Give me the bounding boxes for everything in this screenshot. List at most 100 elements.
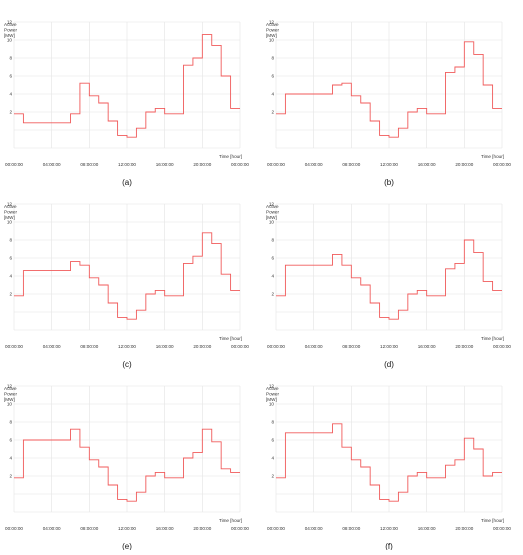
y-tick-label: 10 <box>7 402 13 407</box>
y-axis-label: Active Power [MW] <box>4 22 17 38</box>
x-axis-label: Time [hour] <box>219 336 242 341</box>
y-axis-label-line: [MW] <box>4 215 15 220</box>
x-tick-label: 20:00:00 <box>455 162 473 167</box>
series-line <box>276 423 502 502</box>
y-axis-label-line: [MW] <box>266 33 277 38</box>
y-tick-label: 2 <box>271 292 274 297</box>
panel-label: (e) <box>122 542 132 550</box>
x-tick-label: 16:00:00 <box>156 162 174 167</box>
x-tick-label: 00:00:00 <box>231 526 249 531</box>
x-tick-label: 20:00:00 <box>193 162 211 167</box>
y-tick-label: 8 <box>271 420 274 425</box>
x-tick-label: 00:00:00 <box>5 526 23 531</box>
x-tick-label: 00:00:00 <box>5 344 23 349</box>
y-axis-label-line: [MW] <box>266 215 277 220</box>
chart-panel-a: 2 4 6 8 10 12 00:00:00 04:00:00 08:00:00 12:00:00… <box>4 20 249 188</box>
y-tick-label: 6 <box>9 438 12 443</box>
series-line <box>14 232 240 320</box>
x-tick-label: 00:00:00 <box>231 344 249 349</box>
y-tick-label: 10 <box>269 38 275 43</box>
y-axis-label-line: [MW] <box>266 397 277 402</box>
y-axis-label-line: Active <box>266 22 279 27</box>
x-tick-label: 00:00:00 <box>493 344 511 349</box>
y-axis-label: Active Power [MW] <box>266 386 279 402</box>
x-tick-label: 16:00:00 <box>156 344 174 349</box>
x-tick-label: 12:00:00 <box>118 344 136 349</box>
y-tick-label: 6 <box>271 74 274 79</box>
panel-label: (d) <box>384 360 394 369</box>
x-tick-label: 12:00:00 <box>118 162 136 167</box>
y-tick-label: 6 <box>271 438 274 443</box>
y-tick-label: 8 <box>9 420 12 425</box>
x-tick-label: 12:00:00 <box>118 526 136 531</box>
y-tick-label: 10 <box>7 38 13 43</box>
x-axis-label: Time [hour] <box>481 518 504 523</box>
y-tick-label: 12 <box>7 384 13 389</box>
x-tick-label: 04:00:00 <box>305 344 323 349</box>
y-tick-label: 12 <box>7 20 13 25</box>
y-tick-label: 12 <box>269 384 275 389</box>
x-tick-label: 04:00:00 <box>43 162 61 167</box>
series-line <box>276 41 502 138</box>
panel-label: (c) <box>122 360 132 369</box>
x-tick-label: 16:00:00 <box>418 162 436 167</box>
x-tick-label: 04:00:00 <box>305 162 323 167</box>
y-tick-label: 4 <box>9 274 12 279</box>
y-tick-label: 2 <box>271 110 274 115</box>
series-line <box>276 239 502 320</box>
y-axis-label-line: Active <box>4 22 17 27</box>
x-tick-label: 20:00:00 <box>455 344 473 349</box>
y-axis-label-line: Power <box>266 392 279 397</box>
y-tick-label: 4 <box>271 92 274 97</box>
x-axis-label: Time [hour] <box>219 518 242 523</box>
y-tick-label: 4 <box>271 456 274 461</box>
series-line <box>14 428 240 502</box>
x-tick-label: 08:00:00 <box>342 344 360 349</box>
x-tick-label: 16:00:00 <box>156 526 174 531</box>
y-axis-label-line: Power <box>4 28 17 33</box>
chart-panel-b: 2 4 6 8 10 12 00:00:00 04:00:00 08:00:00 12:00:00… <box>266 20 511 188</box>
x-tick-label: 12:00:00 <box>380 162 398 167</box>
x-tick-label: 20:00:00 <box>455 526 473 531</box>
panel-label: (a) <box>122 178 132 187</box>
y-axis-label-line: Active <box>4 204 17 209</box>
x-tick-label: 04:00:00 <box>305 526 323 531</box>
y-tick-label: 2 <box>271 474 274 479</box>
x-axis-label: Time [hour] <box>481 154 504 159</box>
x-tick-label: 00:00:00 <box>267 526 285 531</box>
x-tick-label: 08:00:00 <box>80 344 98 349</box>
x-tick-label: 08:00:00 <box>342 162 360 167</box>
y-tick-label: 8 <box>271 238 274 243</box>
y-tick-label: 12 <box>7 202 13 207</box>
x-tick-label: 20:00:00 <box>193 344 211 349</box>
x-tick-label: 04:00:00 <box>43 526 61 531</box>
y-axis-label-line: Active <box>4 386 17 391</box>
x-tick-label: 16:00:00 <box>418 526 436 531</box>
x-tick-label: 08:00:00 <box>80 526 98 531</box>
y-axis-label-line: Power <box>266 210 279 215</box>
y-tick-label: 10 <box>7 220 13 225</box>
x-tick-label: 12:00:00 <box>380 526 398 531</box>
x-tick-label: 00:00:00 <box>267 344 285 349</box>
y-tick-label: 6 <box>9 256 12 261</box>
x-tick-label: 00:00:00 <box>493 162 511 167</box>
y-axis-label-line: Power <box>4 392 17 397</box>
panel-label: (f) <box>385 542 393 550</box>
chart-panel-c: 2 4 6 8 10 12 00:00:00 04:00:00 08:00:00 12:00:00… <box>4 202 249 370</box>
y-axis-label-line: Power <box>266 28 279 33</box>
x-tick-label: 08:00:00 <box>342 526 360 531</box>
y-tick-label: 6 <box>271 256 274 261</box>
y-tick-label: 2 <box>9 110 12 115</box>
y-tick-label: 8 <box>9 238 12 243</box>
x-tick-label: 16:00:00 <box>418 344 436 349</box>
y-axis-label-line: [MW] <box>4 33 15 38</box>
y-tick-label: 6 <box>9 74 12 79</box>
y-axis-label-line: Power <box>4 210 17 215</box>
x-axis-label: Time [hour] <box>481 336 504 341</box>
y-tick-label: 4 <box>9 92 12 97</box>
panel-label: (b) <box>384 178 394 187</box>
x-tick-label: 00:00:00 <box>267 162 285 167</box>
y-tick-label: 2 <box>9 474 12 479</box>
y-axis-label: Active Power [MW] <box>266 22 279 38</box>
